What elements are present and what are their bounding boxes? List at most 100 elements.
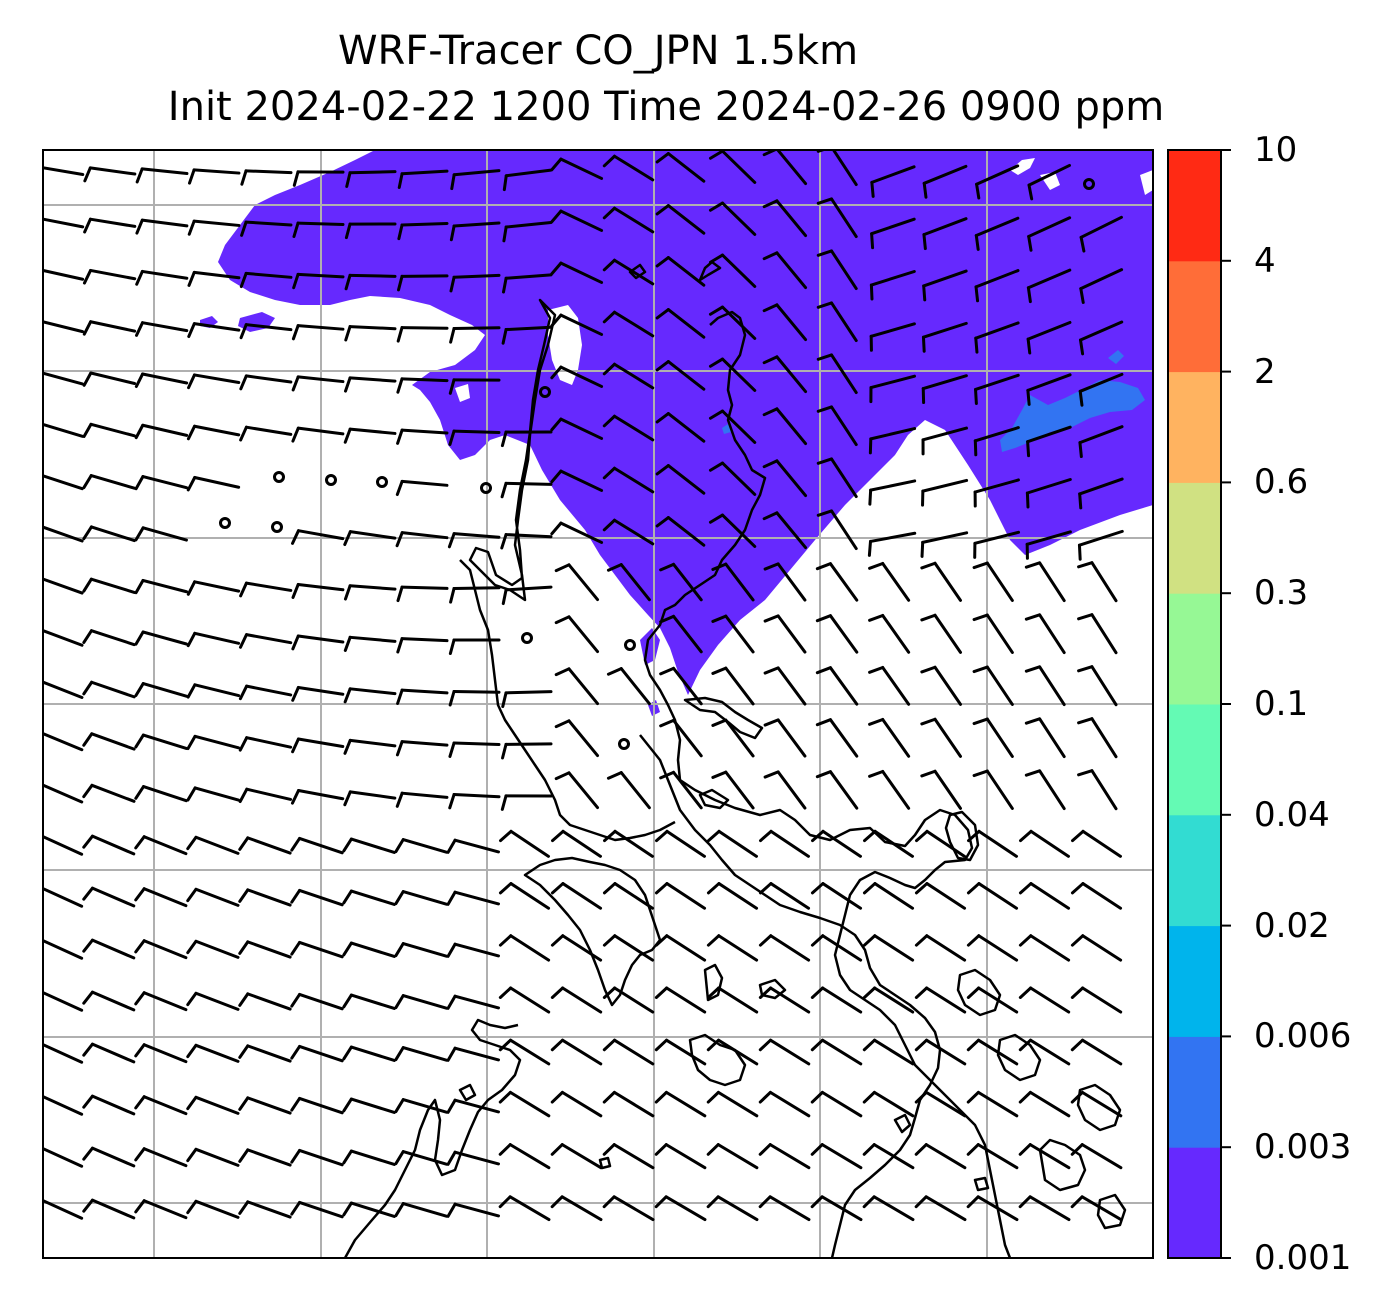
- wind-barb: [1078, 477, 1124, 496]
- wind-barb: [90, 1094, 136, 1116]
- wind-barb: [1038, 769, 1066, 811]
- wind-barb: [90, 886, 136, 908]
- wind-barb: [401, 1150, 448, 1166]
- wind-barb-flag: [762, 251, 779, 261]
- wind-barb: [1077, 529, 1124, 547]
- wind-barb-flag: [32, 1044, 41, 1055]
- wind-barb: [717, 986, 759, 1014]
- wind-barb: [775, 251, 808, 290]
- wind-barb: [246, 992, 292, 1011]
- wind-barb: [612, 518, 655, 546]
- wind-barb: [720, 253, 757, 288]
- wind-barb: [298, 1044, 344, 1063]
- wind-barb-flag: [342, 889, 353, 905]
- wind-barb: [88, 166, 137, 176]
- colorbar-segment: [1168, 925, 1221, 1037]
- colorbar-tick-label: 0.1: [1254, 684, 1309, 724]
- wind-barb: [1081, 986, 1123, 1014]
- wind-barb-flag: [290, 888, 302, 904]
- wind-barb-flag: [500, 430, 508, 448]
- wind-barb-flag: [810, 1038, 825, 1052]
- wind-barb: [504, 585, 553, 592]
- wind-barb-flag: [922, 181, 928, 199]
- wind-barb: [821, 934, 863, 962]
- wind-barb-flag: [655, 412, 670, 424]
- wind-barb: [921, 374, 968, 391]
- wind-barb-flag: [344, 273, 352, 291]
- wind-barb: [665, 829, 706, 858]
- wind-barb-flag: [134, 682, 145, 697]
- wind-barb: [561, 882, 603, 910]
- wind-barb-flag: [759, 829, 773, 843]
- wind-barb: [349, 941, 396, 958]
- colorbar-segment: [1168, 704, 1221, 816]
- wind-barb-flag: [135, 269, 144, 286]
- wind-barb-flag: [758, 1143, 772, 1156]
- wind-barb-flag: [758, 1195, 772, 1209]
- wind-barb: [400, 377, 449, 383]
- wind-barb-flag: [290, 789, 301, 805]
- wind-barb-flag: [711, 770, 728, 779]
- colorbar-tick-label: 0.04: [1254, 794, 1330, 835]
- wind-barb-flag: [186, 580, 197, 596]
- wind-barb: [925, 882, 967, 910]
- wind-barb: [830, 301, 858, 343]
- wind-barb-flag: [550, 469, 563, 484]
- wind-barb-flag: [920, 769, 937, 778]
- wind-barb-flag: [816, 353, 834, 361]
- wind-barb-flag: [1078, 389, 1084, 407]
- wind-barb-flag: [238, 787, 249, 804]
- wind-barb-flag: [1078, 492, 1083, 510]
- wind-barb: [296, 529, 345, 541]
- wind-barb: [244, 374, 293, 384]
- wind-barb: [453, 1202, 500, 1218]
- wind-barb-flag: [186, 887, 198, 903]
- wind-barb: [828, 666, 859, 706]
- colorbar: [1168, 150, 1221, 1259]
- wind-barb-flag: [758, 1090, 772, 1104]
- wind-barb: [664, 1090, 707, 1118]
- coastline-island: [698, 788, 730, 810]
- wind-barb: [559, 365, 604, 388]
- wind-barb: [666, 360, 706, 391]
- wind-barb-flag: [501, 742, 508, 760]
- wind-barb-flag: [291, 685, 300, 702]
- tracer-patch-0003: [1108, 350, 1124, 364]
- wind-barb-flag: [914, 1143, 928, 1156]
- wind-barb: [924, 1090, 967, 1118]
- wind-barb: [672, 562, 703, 602]
- wind-barb: [43, 217, 85, 229]
- wind-barb: [769, 882, 811, 910]
- wind-barb: [296, 737, 345, 749]
- wind-barb: [559, 313, 604, 336]
- coastline-hokkaido: [683, 696, 764, 740]
- wind-barb-flag: [498, 1090, 512, 1104]
- wind-barb-flag: [342, 1149, 353, 1165]
- wind-barb-flag: [342, 1097, 353, 1113]
- wind-barb: [1080, 1143, 1123, 1170]
- wind-barb-flag: [343, 635, 352, 652]
- wind-barb: [560, 1143, 603, 1170]
- wind-barb: [613, 829, 654, 858]
- wind-barb-flag: [659, 718, 676, 728]
- wind-barb-flag: [32, 784, 41, 795]
- wind-barb-flag: [32, 888, 41, 899]
- wind-barb-flag: [501, 588, 508, 606]
- wind-barb-flag: [550, 157, 563, 172]
- coastline-island: [598, 1156, 612, 1170]
- wind-barb: [452, 273, 501, 279]
- wind-barb: [244, 581, 293, 592]
- wind-barb-flag: [290, 1200, 302, 1216]
- wind-barb: [873, 986, 915, 1014]
- wind-barb-flag: [862, 882, 877, 895]
- wind-barb: [1090, 665, 1118, 707]
- wind-barb-flag: [82, 1198, 94, 1213]
- wind-barb-flag: [711, 666, 728, 675]
- wind-barb-flag: [502, 174, 508, 192]
- wind-barb: [348, 790, 397, 800]
- wind-barb-flag: [396, 428, 404, 445]
- wind-barb-flag: [187, 219, 196, 236]
- calm-wind-marker: [273, 471, 285, 483]
- wind-barb-flag: [920, 613, 937, 622]
- wind-barb: [775, 150, 808, 186]
